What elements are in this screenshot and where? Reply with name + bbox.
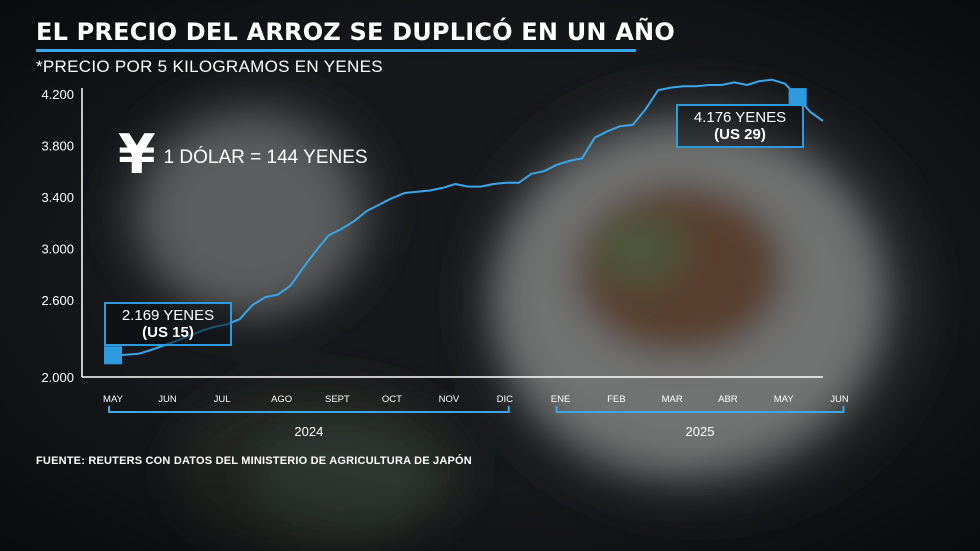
title-underline [36, 49, 636, 52]
x-tick-label: JUL [214, 394, 231, 405]
end-price-usd: (US 29) [714, 126, 766, 143]
start-price-usd: (US 15) [142, 324, 194, 341]
start-price-callout: 2.169 YENES (US 15) [104, 302, 232, 346]
x-tick-label: OCT [382, 394, 402, 405]
year-label: 2025 [686, 424, 715, 439]
y-tick-label: 2.000 [41, 370, 74, 385]
x-axis: MAY JUN JUL AGO SEPT OCT NOV DIC ENE FEB MAR ABR MAY… [103, 394, 849, 405]
highlight-markers [104, 88, 807, 365]
y-tick-label: 2.600 [41, 293, 74, 308]
x-tick-label: MAY [103, 394, 124, 405]
chart-subtitle: *PRECIO POR 5 KILOGRAMOS EN YENES [36, 57, 383, 76]
year-bracket [555, 406, 845, 413]
y-tick-label: 3.000 [41, 241, 74, 256]
y-tick-label: 4.200 [41, 87, 74, 102]
chart-title: EL PRECIO DEL ARROZ SE DUPLICÓ EN UN AÑO [36, 18, 675, 46]
end-price-callout: 4.176 YENES (US 29) [676, 104, 804, 148]
exchange-rate-label: 1 DÓLAR = 144 YENES [163, 147, 368, 168]
x-tick-label: SEPT [325, 394, 350, 405]
y-axis: 2.000 2.600 3.000 3.400 3.800 4.200 [41, 87, 823, 385]
x-tick-label: AGO [271, 394, 292, 405]
highlight-marker [788, 88, 807, 107]
start-price-value: 2.169 YENES [121, 307, 215, 324]
x-tick-label: FEB [607, 394, 625, 405]
y-tick-label: 3.400 [41, 190, 74, 205]
highlight-marker [104, 346, 122, 365]
x-tick-label: NOV [439, 394, 460, 405]
x-tick-label: DIC [497, 394, 514, 405]
x-tick-label: MAY [774, 394, 795, 405]
end-price-value: 4.176 YENES [693, 109, 787, 126]
yen-icon: ¥ [118, 123, 156, 186]
x-tick-label: JUN [830, 394, 849, 405]
exchange-rate-note: ¥ 1 DÓLAR = 144 YENES [118, 128, 368, 182]
x-tick-label: ENE [551, 394, 571, 405]
year-bracket [108, 406, 510, 413]
year-brackets: 2024 2025 [108, 406, 845, 439]
source-note: FUENTE: REUTERS CON DATOS DEL MINISTERIO… [36, 455, 472, 467]
y-tick-label: 3.800 [41, 138, 74, 153]
year-label: 2024 [294, 424, 323, 439]
x-tick-label: ABR [718, 394, 738, 405]
x-tick-label: JUN [158, 394, 177, 405]
x-tick-label: MAR [662, 394, 683, 405]
